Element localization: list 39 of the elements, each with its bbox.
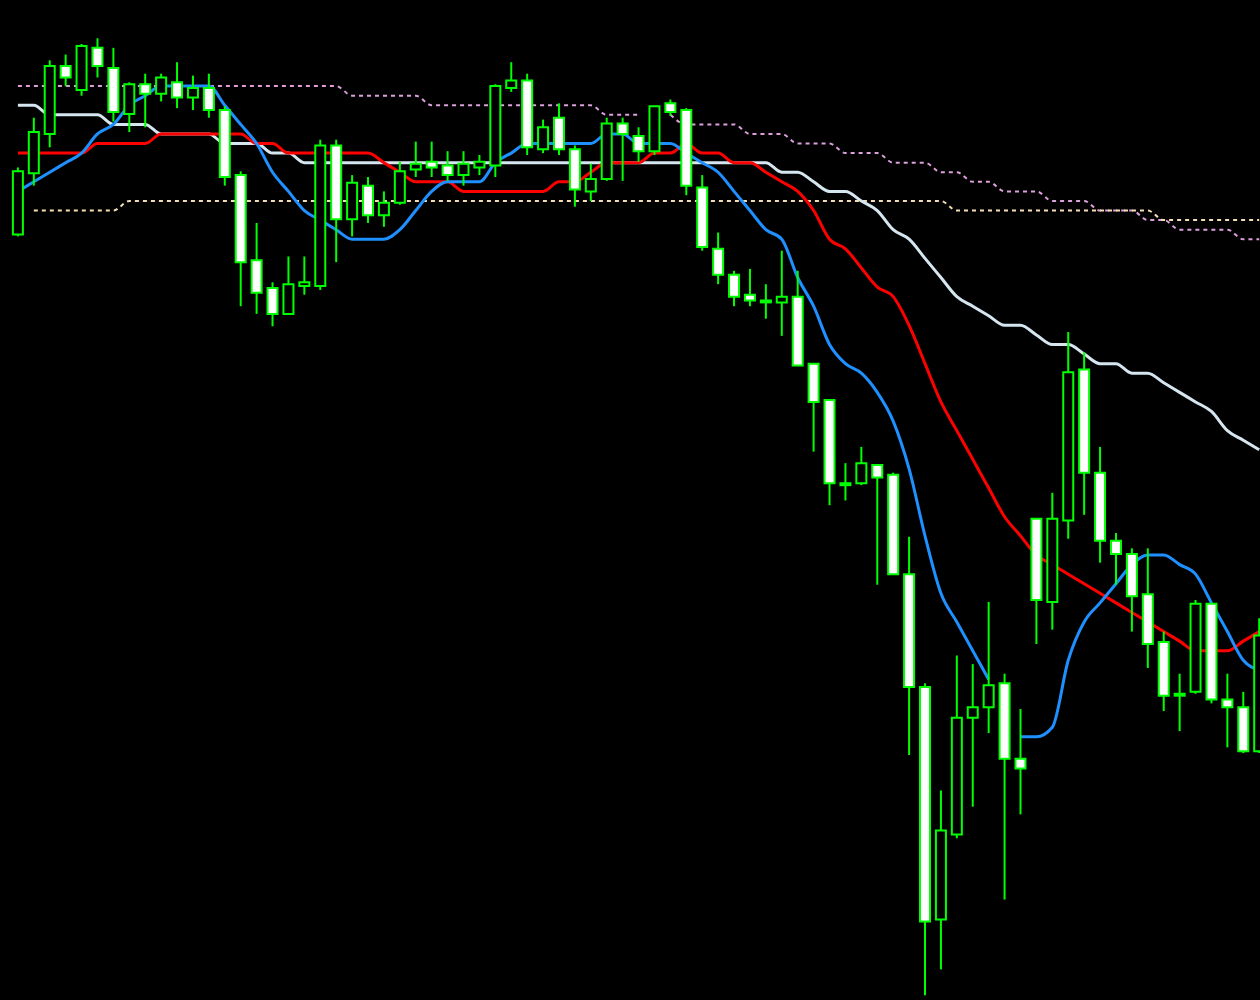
candlestick bbox=[807, 362, 820, 453]
candlestick bbox=[982, 600, 995, 735]
candlestick bbox=[59, 53, 72, 88]
candlestick bbox=[123, 81, 136, 134]
candlestick bbox=[155, 72, 168, 103]
candlestick bbox=[855, 445, 868, 487]
candlestick bbox=[250, 221, 263, 315]
candlestick bbox=[537, 118, 550, 155]
candlestick bbox=[743, 267, 756, 308]
candlestick bbox=[409, 140, 422, 179]
candlestick bbox=[425, 140, 438, 179]
candlestick bbox=[712, 231, 725, 286]
candlestick bbox=[139, 72, 152, 129]
candlestick bbox=[393, 160, 406, 206]
candlestick bbox=[362, 176, 375, 224]
candlestick bbox=[1221, 672, 1234, 749]
candlestick bbox=[377, 190, 390, 228]
candlestick bbox=[759, 283, 772, 320]
candlestick bbox=[552, 102, 565, 157]
candlestick bbox=[171, 61, 184, 110]
candlestick bbox=[473, 154, 486, 177]
candlestick bbox=[871, 464, 884, 586]
candlestick bbox=[1109, 532, 1122, 586]
candlestick bbox=[1125, 547, 1138, 633]
candlestick bbox=[346, 174, 359, 238]
candlestick bbox=[775, 249, 788, 337]
candlestick bbox=[616, 116, 629, 182]
candlestick bbox=[107, 46, 120, 123]
candlestick bbox=[584, 162, 597, 202]
candlestick bbox=[568, 144, 581, 208]
candlestick bbox=[505, 61, 518, 93]
candlestick bbox=[728, 269, 741, 308]
candlestick bbox=[1237, 690, 1250, 755]
candlestick bbox=[298, 255, 311, 296]
candlestick bbox=[966, 663, 979, 808]
candlestick bbox=[1173, 672, 1186, 733]
candlestick bbox=[202, 72, 215, 119]
candlestick bbox=[27, 116, 40, 187]
candlestick bbox=[186, 74, 199, 112]
